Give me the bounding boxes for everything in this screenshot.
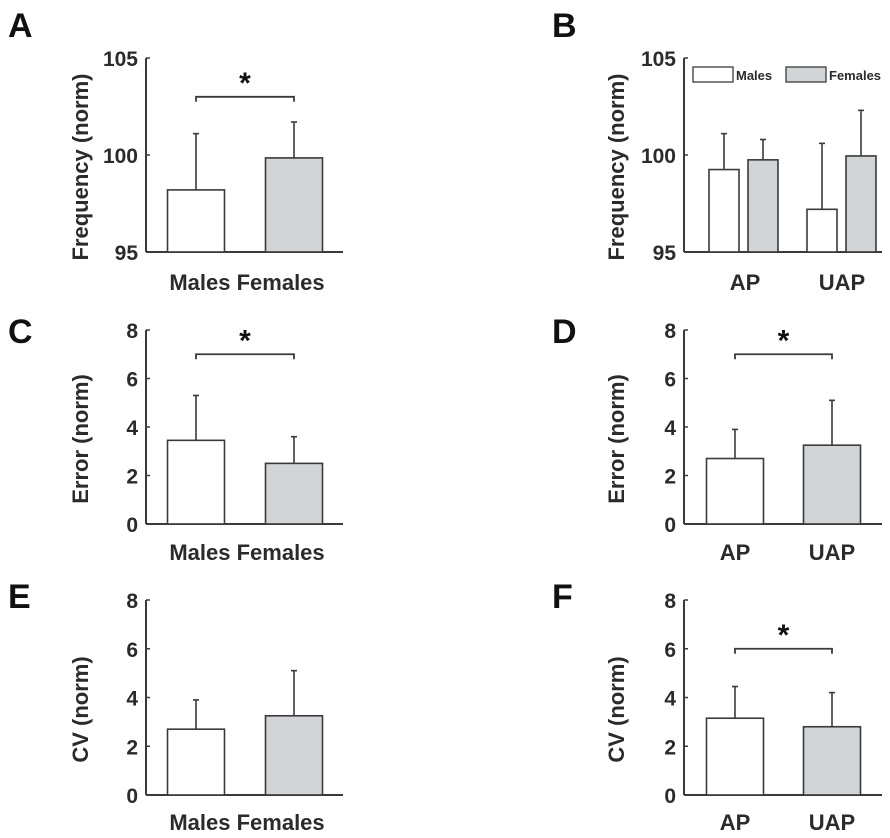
panel-b: B 95 100 105 Frequency (norm) AP UAP Males Femal… — [552, 7, 882, 295]
bar-males — [166, 189, 226, 253]
panel-letter: B — [552, 7, 577, 45]
legend: Males Females — [692, 66, 881, 83]
y-tick-label: 4 — [126, 688, 138, 711]
bar-uap-males — [806, 208, 838, 253]
x-tick-labels: Males Females — [169, 270, 324, 295]
legend-label-females: Females — [829, 68, 881, 83]
y-tick-label: 0 — [664, 785, 676, 808]
significance-star: * — [778, 619, 790, 652]
y-tick-label: 8 — [664, 320, 676, 343]
significance-bracket — [734, 647, 833, 654]
panel-letter: C — [8, 313, 33, 351]
y-tick-label: 8 — [126, 590, 138, 613]
x-tick-label: UAP — [819, 270, 865, 295]
panel-letter: D — [552, 313, 577, 351]
bar-ap-females — [747, 159, 779, 253]
x-tick-label: AP — [720, 540, 751, 565]
y-tick-label: 4 — [126, 417, 138, 440]
y-axis-label: Frequency (norm) — [68, 73, 93, 260]
y-axis-label: Frequency (norm) — [604, 73, 629, 260]
y-axis-label: CV (norm) — [68, 656, 93, 762]
y-tick-label: 6 — [126, 369, 138, 392]
significance-star: * — [239, 67, 251, 100]
x-tick-labels: Males Females — [169, 540, 324, 565]
y-tick-label: 100 — [641, 145, 676, 168]
panel-e: E 0 2 4 6 8 CV (norm) Males Females — [8, 578, 343, 835]
panel-f: F 0 2 4 6 8 CV (norm) AP UAP * — [552, 578, 882, 835]
y-tick-label: 2 — [664, 466, 676, 489]
panel-d: D 0 2 4 6 8 Error (norm) AP UAP * — [552, 313, 882, 565]
x-tick-label: UAP — [809, 540, 855, 565]
y-tick-label: 2 — [126, 466, 138, 489]
bar-males — [166, 728, 226, 796]
legend-label-males: Males — [736, 68, 772, 83]
y-axis-label: CV (norm) — [604, 656, 629, 762]
bar-females — [264, 462, 324, 525]
x-tick-label: UAP — [809, 810, 855, 835]
bar-females — [264, 714, 324, 796]
y-tick-label: 105 — [641, 48, 676, 71]
bar-uap — [802, 725, 862, 796]
y-tick-label: 6 — [664, 369, 676, 392]
y-tick-label: 8 — [126, 320, 138, 343]
y-tick-label: 6 — [664, 639, 676, 662]
y-axis-label: Error (norm) — [68, 374, 93, 504]
significance-bracket — [195, 95, 295, 102]
legend-swatch-females — [785, 66, 827, 83]
panel-letter: E — [8, 578, 31, 616]
y-tick-label: 2 — [126, 736, 138, 759]
y-tick-label: 95 — [653, 242, 677, 265]
y-tick-label: 105 — [103, 48, 138, 71]
bar-ap — [705, 457, 765, 525]
bar-ap-males — [708, 168, 740, 253]
x-tick-label: AP — [720, 810, 751, 835]
panel-letter: F — [552, 578, 573, 616]
y-axis-label: Error (norm) — [604, 374, 629, 504]
legend-swatch-males — [692, 66, 734, 83]
y-tick-label: 0 — [126, 785, 138, 808]
y-tick-label: 0 — [664, 514, 676, 537]
x-tick-labels: Males Females — [169, 810, 324, 835]
y-tick-label: 0 — [126, 514, 138, 537]
bar-uap — [802, 444, 862, 525]
panel-c: C 0 2 4 6 8 Error (norm) Males Females * — [8, 313, 343, 565]
y-tick-label: 6 — [126, 639, 138, 662]
significance-star: * — [778, 324, 790, 357]
y-tick-label: 8 — [664, 590, 676, 613]
y-tick-label: 4 — [664, 417, 676, 440]
y-tick-label: 4 — [664, 688, 676, 711]
x-tick-label: AP — [730, 270, 761, 295]
panel-letter: A — [8, 7, 33, 45]
y-tick-label: 95 — [115, 242, 139, 265]
y-tick-label: 2 — [664, 736, 676, 759]
bar-males — [166, 439, 226, 525]
bar-ap — [705, 717, 765, 796]
significance-star: * — [239, 324, 251, 357]
bar-females — [264, 157, 324, 253]
y-tick-label: 100 — [103, 145, 138, 168]
significance-bracket — [195, 353, 295, 360]
significance-bracket — [734, 353, 833, 360]
panel-a: A 95 100 105 Frequency (norm) Males Females * — [8, 7, 343, 295]
bar-uap-females — [845, 155, 877, 253]
